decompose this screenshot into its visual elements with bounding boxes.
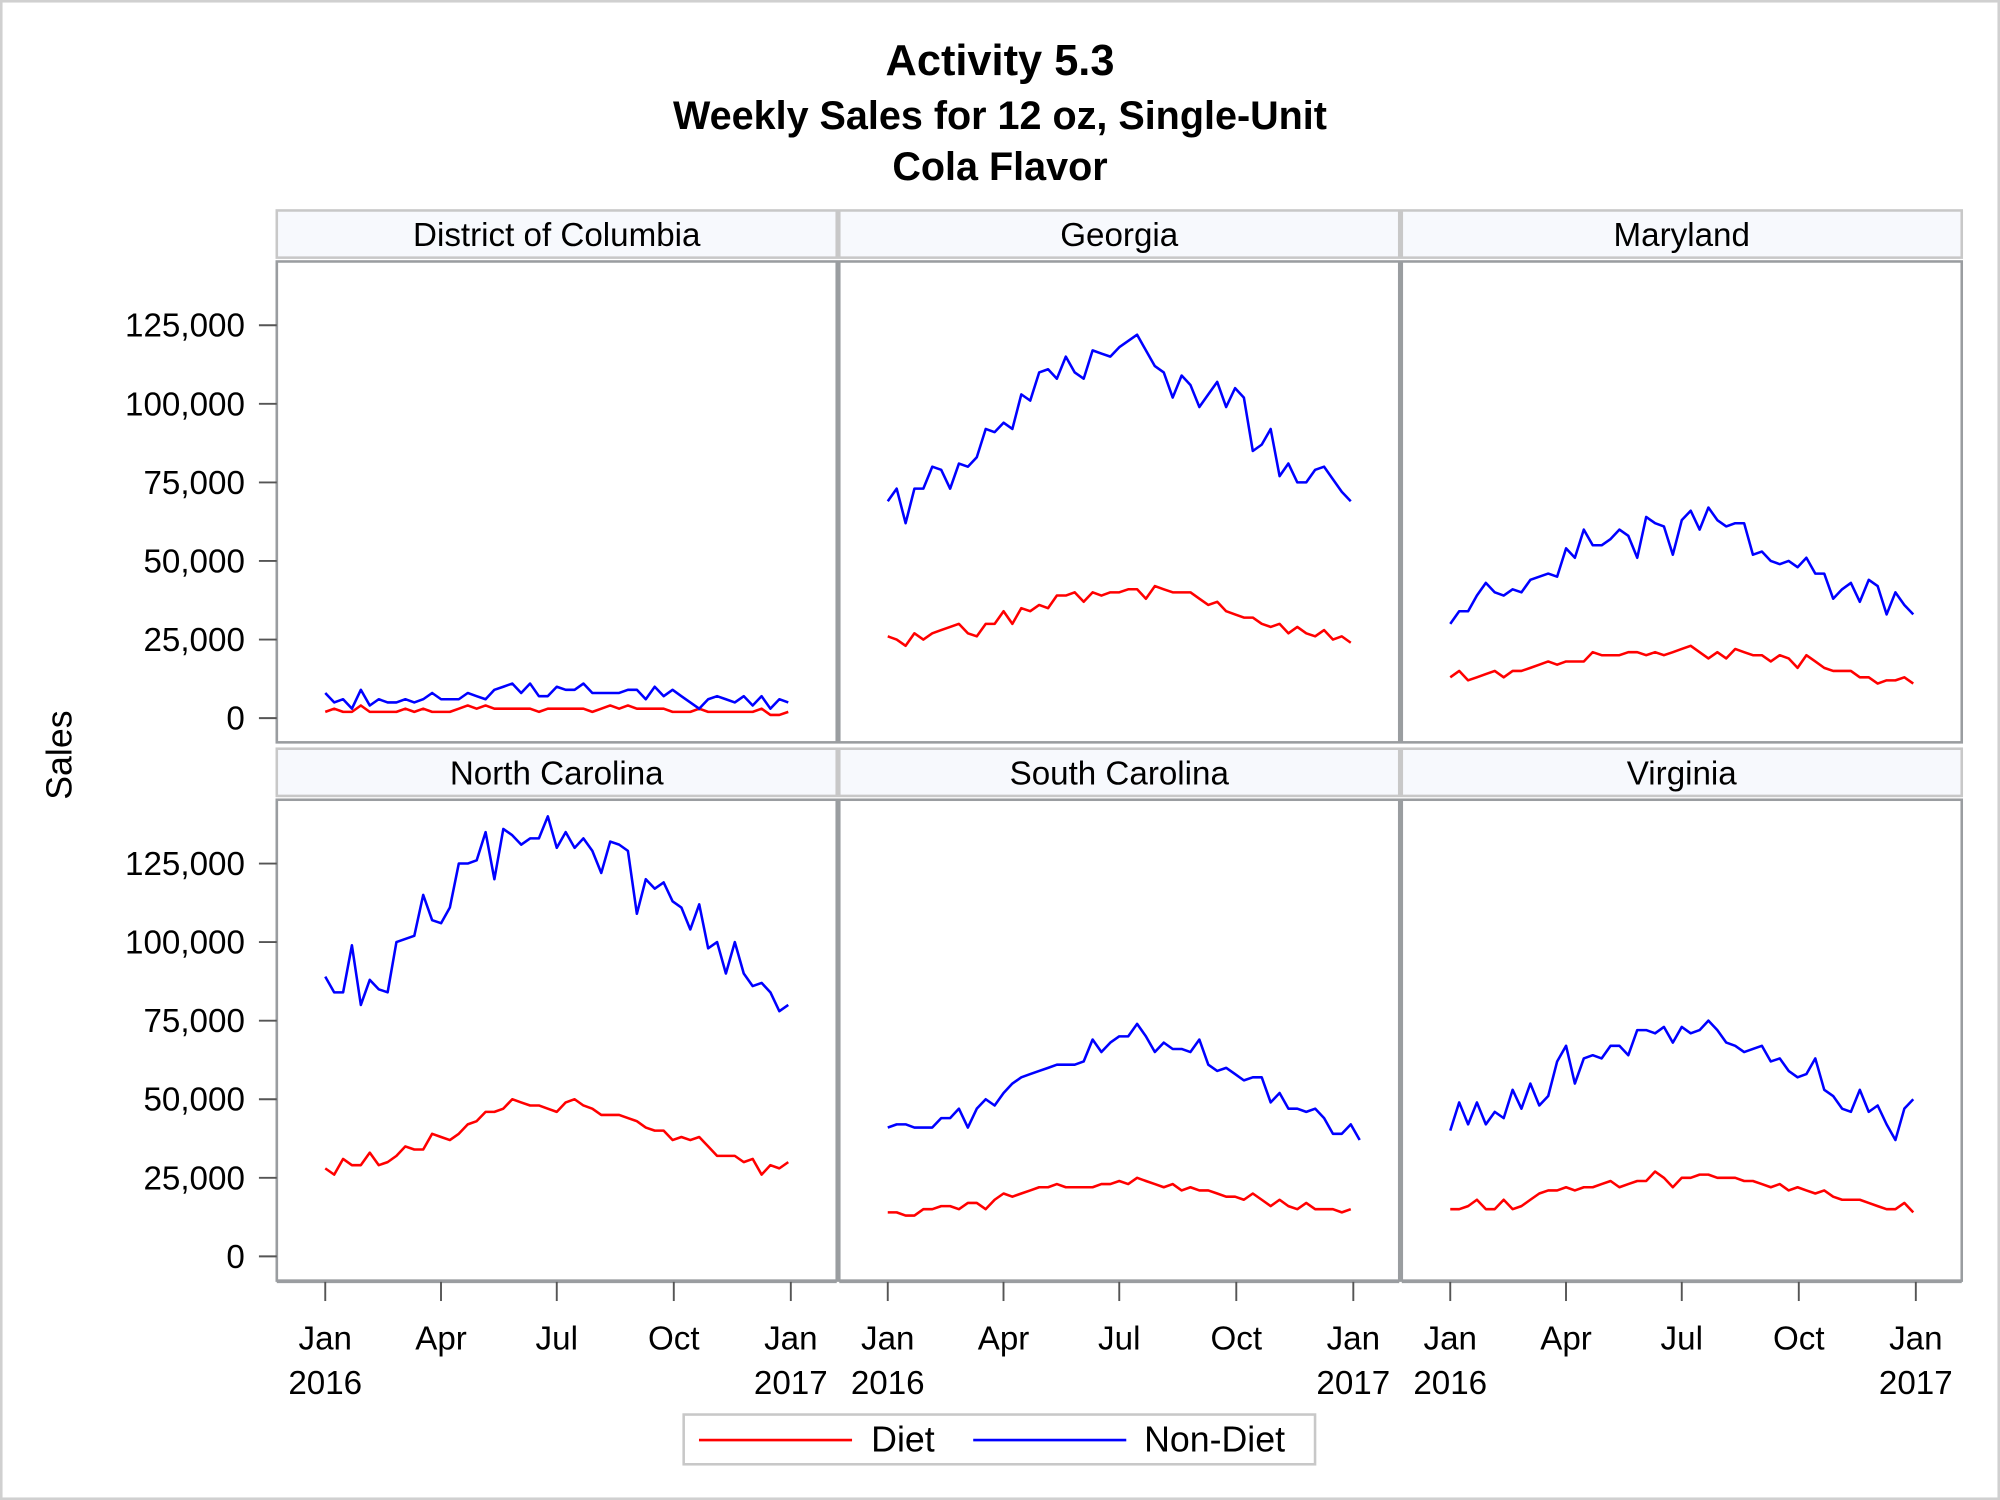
x-tick-label-month: Jan bbox=[1327, 1320, 1380, 1357]
y-tick-label: 25,000 bbox=[143, 622, 244, 659]
panel-georgia: Georgia bbox=[838, 209, 1401, 744]
panel-plot-area bbox=[275, 798, 839, 1282]
panel-strip bbox=[1400, 747, 1964, 798]
panel-strip bbox=[838, 747, 1401, 798]
y-tick-label: 50,000 bbox=[143, 1082, 244, 1119]
panel-plot-area bbox=[838, 798, 1401, 1282]
x-tick-label-year: 2017 bbox=[754, 1365, 828, 1402]
panel-strip bbox=[275, 747, 839, 798]
panel-north-carolina: North Carolina bbox=[275, 747, 839, 1282]
panel-district-of-columbia: District of Columbia bbox=[275, 209, 839, 744]
y-axis-label: Sales bbox=[39, 710, 79, 799]
y-tick-label: 50,000 bbox=[143, 543, 244, 580]
chart-title: Activity 5.3 bbox=[886, 37, 1115, 85]
x-tick-label-month: Apr bbox=[1540, 1320, 1592, 1357]
panel-title: Georgia bbox=[1060, 217, 1179, 254]
x-tick-label-month: Jan bbox=[1424, 1320, 1477, 1357]
x-tick-label-month: Jul bbox=[1661, 1320, 1703, 1357]
panel-plot-area bbox=[275, 260, 839, 744]
chart-subtitle-2: Cola Flavor bbox=[892, 145, 1107, 189]
x-tick-label-year: 2017 bbox=[1879, 1365, 1953, 1402]
x-tick-label-month: Jul bbox=[1098, 1320, 1140, 1357]
panel-strip bbox=[838, 209, 1401, 259]
x-tick-label-month: Jan bbox=[861, 1320, 914, 1357]
series-line-non-diet bbox=[886, 333, 1352, 525]
series-line-diet bbox=[887, 584, 1352, 648]
y-tick-label: 0 bbox=[226, 1239, 244, 1276]
series-line-diet bbox=[1449, 644, 1914, 685]
panel-strip bbox=[1400, 209, 1964, 259]
panel-title: North Carolina bbox=[450, 755, 664, 792]
y-tick-label: 125,000 bbox=[125, 308, 245, 345]
panel-title: District of Columbia bbox=[413, 217, 701, 254]
x-tick-label-month: Jul bbox=[536, 1320, 578, 1357]
x-tick-label-month: Jan bbox=[764, 1320, 817, 1357]
panel-title: South Carolina bbox=[1010, 755, 1230, 792]
x-tick-label-month: Oct bbox=[648, 1320, 700, 1357]
panel-south-carolina: South Carolina bbox=[838, 747, 1401, 1282]
legend-non-diet-label: Non-Diet bbox=[1144, 1420, 1285, 1460]
panel-plot-area bbox=[838, 260, 1401, 744]
series-line-diet bbox=[324, 704, 789, 717]
x-tick-label-year: 2017 bbox=[1316, 1365, 1390, 1402]
panel-plot-area bbox=[1400, 798, 1964, 1282]
series-line-diet bbox=[324, 1097, 789, 1176]
x-tick-label-month: Apr bbox=[415, 1320, 467, 1357]
series-line-non-diet bbox=[324, 815, 789, 1013]
panel-plot-area bbox=[1400, 260, 1964, 744]
x-tick-label-month: Jan bbox=[299, 1320, 352, 1357]
x-tick-label-year: 2016 bbox=[1413, 1365, 1487, 1402]
x-tick-label-year: 2016 bbox=[288, 1365, 362, 1402]
series-line-non-diet bbox=[324, 682, 789, 710]
y-tick-label: 75,000 bbox=[143, 1003, 244, 1040]
x-tick-label-month: Oct bbox=[1773, 1320, 1825, 1357]
series-line-non-diet bbox=[887, 1022, 1361, 1141]
series-line-non-diet bbox=[1449, 506, 1915, 625]
y-tick-label: 0 bbox=[226, 701, 244, 738]
y-tick-label: 25,000 bbox=[143, 1160, 244, 1197]
panel-virginia: Virginia bbox=[1400, 747, 1964, 1282]
chart-subtitle-1: Weekly Sales for 12 oz, Single-Unit bbox=[673, 94, 1327, 138]
series-line-diet bbox=[1450, 1170, 1915, 1214]
series-line-diet bbox=[887, 1176, 1352, 1217]
panel-title: Virginia bbox=[1627, 755, 1738, 792]
x-tick-label-year: 2016 bbox=[851, 1365, 925, 1402]
panel-title: Maryland bbox=[1614, 217, 1750, 254]
series-line-non-diet bbox=[1449, 1019, 1915, 1142]
y-tick-label: 100,000 bbox=[125, 386, 245, 423]
panel-strip bbox=[275, 209, 839, 259]
x-tick-label-month: Apr bbox=[978, 1320, 1030, 1357]
y-tick-label: 125,000 bbox=[125, 846, 245, 883]
panel-maryland: Maryland bbox=[1400, 209, 1964, 744]
x-tick-label-month: Oct bbox=[1210, 1320, 1262, 1357]
x-tick-label-month: Jan bbox=[1889, 1320, 1942, 1357]
y-tick-label: 75,000 bbox=[143, 465, 244, 502]
legend-diet-label: Diet bbox=[871, 1420, 935, 1460]
legend: Diet Non-Diet bbox=[682, 1413, 1317, 1466]
y-tick-label: 100,000 bbox=[125, 925, 245, 962]
